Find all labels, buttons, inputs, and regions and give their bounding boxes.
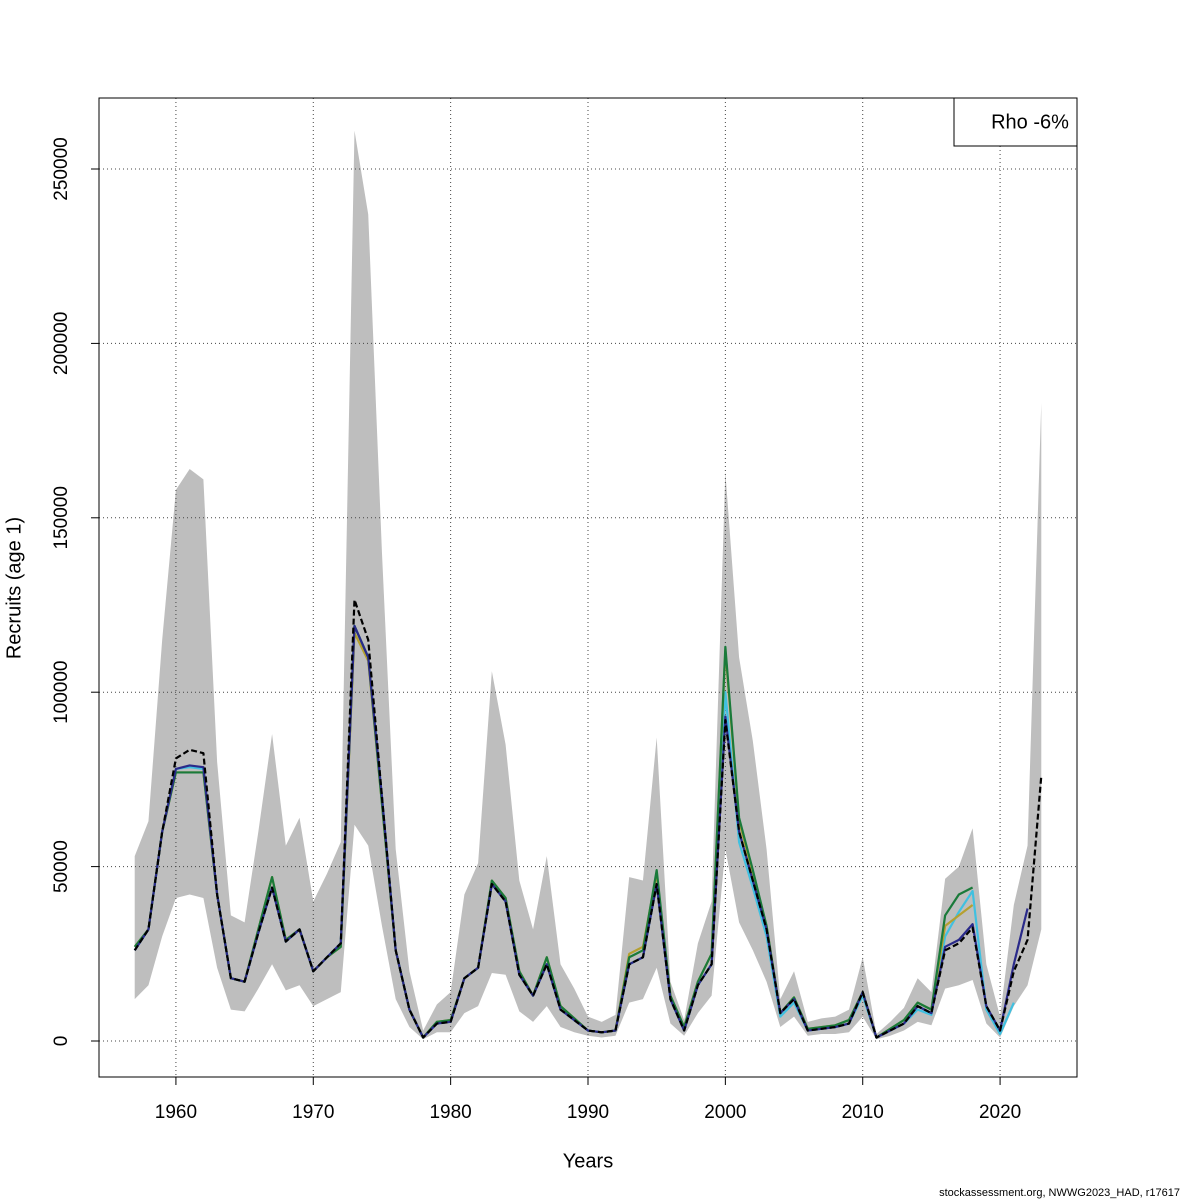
y-tick-label: 250000 [51, 137, 72, 200]
series-line [133, 598, 1043, 1039]
x-tick-label: 1990 [567, 1102, 609, 1123]
plot-frame [98, 97, 1078, 1078]
x-tick-label: 2010 [842, 1102, 884, 1123]
y-tick-label: 0 [51, 1036, 72, 1047]
y-tick-label: 150000 [51, 486, 72, 549]
x-tick-label: 1970 [292, 1102, 334, 1123]
x-tick-label: 1960 [155, 1102, 197, 1123]
x-tick-label: 2000 [704, 1102, 746, 1123]
confidence-band [134, 130, 1042, 1040]
caption: stockassessment.org, NWWG2023_HAD, r1761… [939, 1187, 1180, 1199]
y-tick-label: 50000 [51, 840, 72, 893]
legend-box [953, 97, 1078, 147]
legend-text: Rho -6% [991, 111, 1069, 133]
y-tick-label: 200000 [51, 312, 72, 375]
y-tick-label: 100000 [51, 660, 72, 723]
x-tick-label: 1980 [429, 1102, 471, 1123]
y-axis-label: Recruits (age 1) [3, 517, 25, 659]
x-axis-label: Years [563, 1150, 613, 1172]
series-line [133, 624, 974, 1039]
x-tick-label: 2020 [979, 1102, 1021, 1123]
